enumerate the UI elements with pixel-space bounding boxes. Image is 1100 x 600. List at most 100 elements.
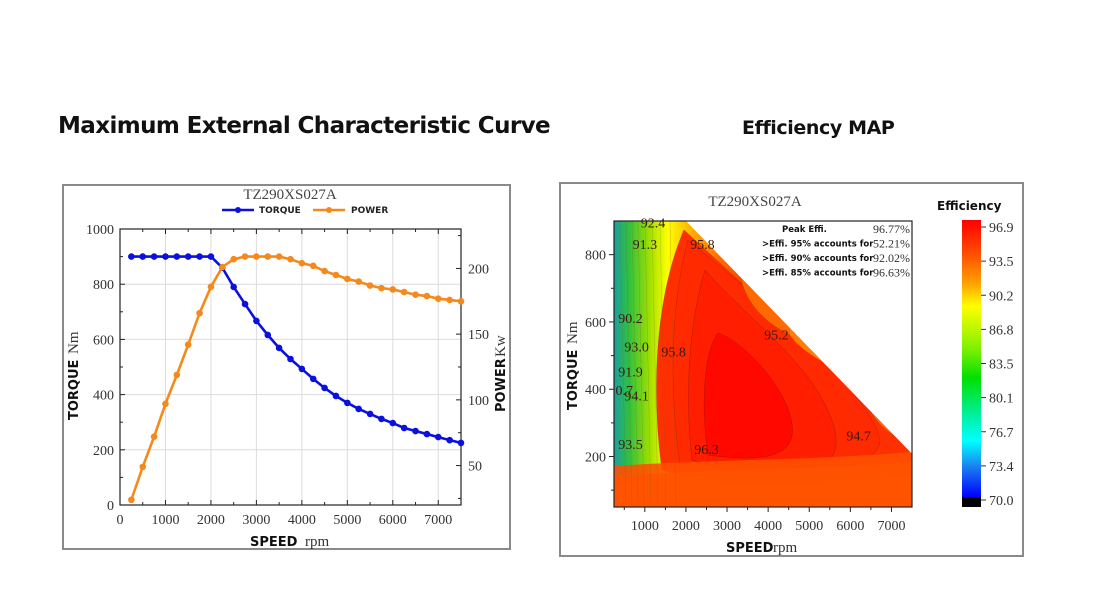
power-point xyxy=(128,496,135,504)
power-point xyxy=(366,282,374,289)
contour-label: 90.2 xyxy=(618,312,643,327)
y2-tick-label: 100 xyxy=(468,394,489,409)
stat-row: >Effi. 95% accounts for 52.21% xyxy=(762,237,910,251)
x-tick-label: 2000 xyxy=(197,513,225,528)
stat-label: Peak Effi. xyxy=(782,225,827,235)
series-power xyxy=(128,253,465,504)
x-axis-title: SPEED xyxy=(250,535,298,550)
power-point xyxy=(457,297,465,305)
power-point xyxy=(207,283,215,291)
y2-tick-label: 150 xyxy=(468,328,489,343)
y-axis-unit: Nm xyxy=(66,331,82,354)
y-axis-unit: Nm xyxy=(565,321,581,344)
x-tick-label: 3000 xyxy=(242,513,270,528)
y2-axis-title: POWER xyxy=(494,358,509,412)
power-line xyxy=(130,255,462,501)
torque-point xyxy=(378,415,385,423)
x-tick-label: 5000 xyxy=(795,519,823,534)
power-point xyxy=(355,278,363,285)
contour-labels: 92.4 91.3 95.8 90.2 95.2 93.0 95.8 91.9 0.794.1 9… xyxy=(616,217,871,458)
torque-point xyxy=(389,419,397,427)
power-point xyxy=(230,255,237,263)
contour-label: 95.8 xyxy=(690,238,715,253)
y2-tick-label: 200 xyxy=(468,262,489,277)
power-point xyxy=(400,288,408,296)
contour-label: 95.2 xyxy=(764,329,789,344)
stat-value: 96.63% xyxy=(873,266,910,280)
stat-value: 92.02% xyxy=(873,251,910,265)
map-heading: Efficiency MAP xyxy=(742,117,895,139)
power-point xyxy=(264,253,272,260)
series-torque xyxy=(128,253,465,447)
plot-area xyxy=(613,220,913,508)
colorbar: Efficiency 96.9 93.5 90.2 86.8 83.5 80.1 76.7 7… xyxy=(937,199,1014,509)
y-axis-title: TORQUE xyxy=(566,350,581,410)
legend: TORQUE POWER xyxy=(222,206,388,216)
contour-label: 96.3 xyxy=(694,443,719,458)
stat-value: 52.21% xyxy=(873,237,910,251)
grid xyxy=(120,229,461,505)
contour-label: 94.1 xyxy=(624,389,649,404)
torque-point xyxy=(423,430,431,438)
torque-point xyxy=(150,253,158,260)
legend-label-torque: TORQUE xyxy=(259,206,301,216)
power-point xyxy=(332,271,340,279)
power-point xyxy=(241,253,249,260)
stat-label: >Effi. 90% accounts for xyxy=(762,254,874,264)
stat-row: >Effi. 90% accounts for 92.02% xyxy=(762,251,910,265)
power-point xyxy=(139,463,147,471)
x-tick-label: 3000 xyxy=(713,519,741,534)
colorbar-tick-label: 90.2 xyxy=(989,289,1014,304)
y2-axis-unit: Kw xyxy=(493,335,509,357)
torque-point xyxy=(162,253,169,260)
torque-point xyxy=(287,355,294,363)
y-tick-label: 600 xyxy=(585,316,606,331)
x-axis-unit: rpm xyxy=(305,534,329,550)
torque-point xyxy=(309,375,317,383)
power-point xyxy=(423,292,431,300)
contour-line xyxy=(659,221,667,507)
legend-label-power: POWER xyxy=(351,206,388,216)
torque-point xyxy=(344,399,351,407)
chart-title: TZ290XS027A xyxy=(243,187,337,203)
colorbar-tick-label: 80.1 xyxy=(989,392,1014,407)
colorbar-tick-label: 93.5 xyxy=(989,255,1014,270)
colorbar-tick-label: 86.8 xyxy=(989,323,1014,338)
x-axis-unit: rpm xyxy=(773,540,797,556)
power-point xyxy=(162,400,169,408)
contour-label: 92.4 xyxy=(641,217,666,232)
contour-band-96.3 xyxy=(703,332,793,459)
y-tick-label: 200 xyxy=(585,451,606,466)
colorbar-tick-label: 96.9 xyxy=(989,221,1014,236)
efficiency-map-chart: TZ290XS027A 1000 2000 3000 4000 5000 6000 7000… xyxy=(565,194,1014,556)
power-point xyxy=(287,255,294,263)
power-point xyxy=(434,295,442,302)
stat-label: >Effi. 95% accounts for xyxy=(762,240,874,250)
torque-point xyxy=(230,283,237,291)
power-point xyxy=(412,291,419,299)
contour-label: 91.3 xyxy=(633,238,658,253)
x-tick-label: 2000 xyxy=(672,519,700,534)
contour-line xyxy=(637,221,645,507)
y-tick-label: 0 xyxy=(107,499,114,514)
torque-point xyxy=(253,317,260,325)
stat-value: 96.77% xyxy=(873,222,910,236)
colorbar-tick-label: 73.4 xyxy=(989,460,1014,475)
power-point xyxy=(309,262,317,270)
y-tick-label: 400 xyxy=(93,389,114,404)
power-point xyxy=(298,259,306,267)
x-tick-label: 4000 xyxy=(754,519,782,534)
power-point xyxy=(275,253,283,260)
power-point xyxy=(378,284,385,292)
plot-area xyxy=(119,228,462,506)
y-tick-label: 800 xyxy=(585,249,606,264)
torque-point xyxy=(184,253,192,260)
colorbar-gradient xyxy=(962,220,981,507)
legend-item-torque: TORQUE xyxy=(222,206,301,216)
stat-row: Peak Effi. 96.77% xyxy=(782,222,910,236)
torque-point xyxy=(275,344,283,352)
contour-label: 91.9 xyxy=(618,366,643,381)
curve-heading: Maximum External Characteristic Curve xyxy=(58,113,551,139)
power-point xyxy=(253,253,260,260)
torque-point xyxy=(264,331,272,339)
